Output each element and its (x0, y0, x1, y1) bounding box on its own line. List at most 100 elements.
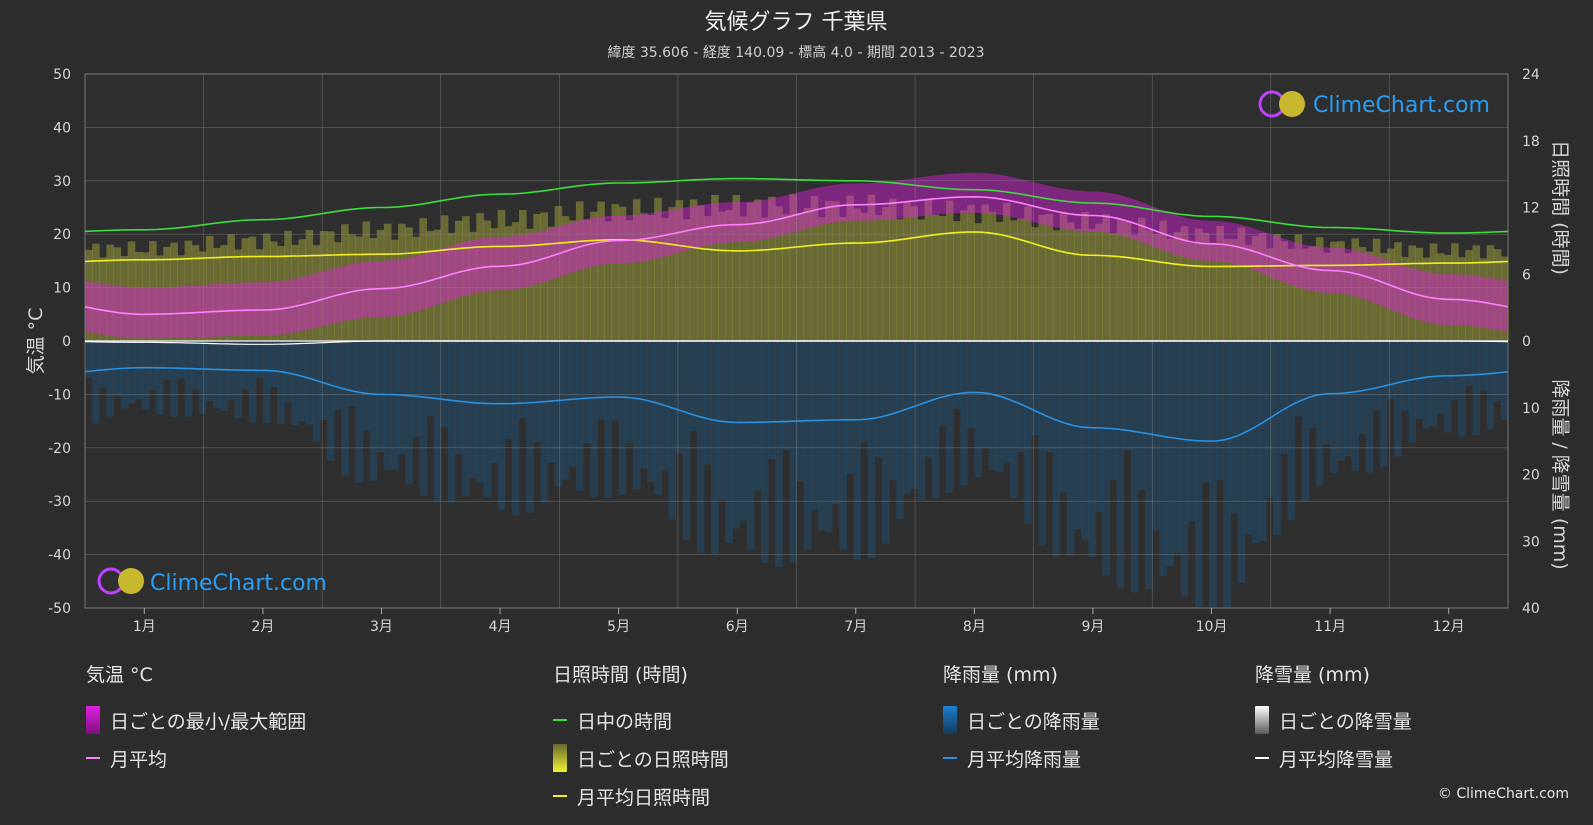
rain-bar (1323, 341, 1331, 445)
sunshine-bar (675, 200, 684, 341)
legend-item: 日ごとの最小/最大範囲 (86, 701, 306, 739)
sunshine-bar (910, 206, 918, 341)
rain-bar (1123, 341, 1132, 451)
rain-bar (127, 341, 136, 404)
sunshine-bar (647, 214, 655, 341)
rain-bar (248, 341, 257, 423)
legend-snow: 降雪量 (mm) 日ごとの降雪量 月平均降雪量 (1255, 660, 1412, 777)
rain-bar (1401, 341, 1409, 411)
sunshine-bar (839, 217, 847, 341)
sunshine-bar (924, 199, 933, 341)
sunshine-bar (746, 202, 755, 341)
rain-bar (860, 341, 869, 442)
sunshine-bar (433, 229, 442, 341)
month-label: 2月 (251, 619, 274, 635)
legend-sunshine: 日照時間 (時間) 日中の時間 日ごとの日照時間 月平均日照時間 (553, 660, 729, 815)
rain-bar (433, 341, 442, 503)
sun-logo-icon (1279, 91, 1305, 117)
sunshine-bar (1394, 242, 1402, 341)
sunshine-bar (1500, 256, 1509, 341)
rain-bar (1223, 341, 1232, 608)
legend-item: 日中の時間 (553, 701, 729, 739)
line-swatch-icon (553, 795, 567, 797)
right-tick-label: 24 (1522, 67, 1540, 83)
sunshine-bar (191, 245, 200, 341)
left-tick-label: -20 (48, 441, 71, 457)
sunshine-bar (355, 236, 363, 341)
rain-bar (568, 341, 577, 467)
sunshine-bar (462, 216, 470, 341)
sunshine-bar (981, 204, 990, 341)
sunshine-bar (1223, 238, 1232, 341)
rain-bar (262, 341, 271, 424)
sunshine-bar (1230, 239, 1239, 341)
rain-bar (398, 341, 406, 455)
rain-bar (789, 341, 797, 563)
sunshine-bar (931, 214, 940, 341)
rain-bar (383, 341, 392, 470)
rain-bar (1394, 341, 1402, 457)
sunshine-bar (782, 214, 790, 341)
rain-bar (832, 341, 840, 504)
sunshine-bar (412, 236, 420, 341)
rain-bar (639, 341, 648, 469)
rain-bar (988, 341, 997, 471)
rain-bar (1230, 341, 1239, 514)
sunshine-bar (511, 222, 520, 341)
sunshine-bar (362, 221, 371, 341)
sunshine-bar (725, 209, 733, 341)
legend-item-label: 月平均 (110, 748, 168, 771)
rain-bar (419, 341, 428, 496)
sunshine-bar (1052, 230, 1061, 341)
sunshine-bar (575, 201, 584, 341)
sunshine-bar (1059, 212, 1068, 341)
rain-bar (1458, 341, 1466, 437)
rain-bar (561, 341, 570, 480)
sunshine-bar (1308, 246, 1317, 341)
rain-bar (1109, 341, 1118, 481)
line-swatch-icon (1255, 757, 1269, 759)
sunshine-bar (1081, 211, 1089, 341)
sunshine-bar (255, 249, 264, 341)
sunshine-bar (903, 201, 911, 341)
rain-bar (1081, 341, 1089, 540)
rain-bar (1216, 341, 1224, 481)
sunshine-bar (1251, 235, 1260, 341)
sunshine-bar (1173, 231, 1182, 341)
rain-bar (1038, 341, 1047, 546)
legend-item-label: 日ごとの最小/最大範囲 (110, 710, 307, 733)
rain-bar (298, 341, 307, 422)
rain-bar (241, 341, 250, 390)
rain-bar (269, 341, 278, 388)
sunshine-bar (768, 196, 776, 341)
watermark-text: ClimeChart.com (1313, 93, 1490, 118)
sunshine-bar (1237, 227, 1246, 341)
rain-bar (590, 341, 598, 498)
sunshine-bar (305, 229, 314, 341)
sunshine-bar (1365, 251, 1374, 341)
sunshine-bar (853, 208, 862, 341)
rain-bar (1308, 341, 1317, 428)
sunshine-bar (1145, 230, 1153, 341)
rain-bar (177, 341, 186, 379)
rain-bar (1073, 341, 1082, 530)
sunshine-bar (1401, 256, 1409, 341)
rain-bar (1258, 341, 1267, 542)
legend-item-label: 月平均降雪量 (1279, 748, 1394, 771)
rain-bar (924, 341, 933, 457)
rain-bar (405, 341, 413, 485)
rain-bar (184, 341, 193, 417)
rain-bar (696, 341, 705, 553)
line-swatch-icon (86, 757, 100, 759)
rain-bar (163, 341, 171, 380)
rain-bar (1493, 341, 1502, 402)
right-axis-top-ticks: 24 18 12 6 0 (1522, 67, 1540, 350)
left-tick-label: 10 (53, 281, 71, 297)
rain-bar (1173, 341, 1182, 553)
rain-bar (803, 341, 812, 550)
sunshine-bar (1159, 220, 1167, 341)
rain-bar (1351, 341, 1360, 471)
sunshine-bar (326, 231, 335, 341)
sunshine-bar (476, 213, 484, 341)
line-swatch-icon (553, 719, 567, 721)
